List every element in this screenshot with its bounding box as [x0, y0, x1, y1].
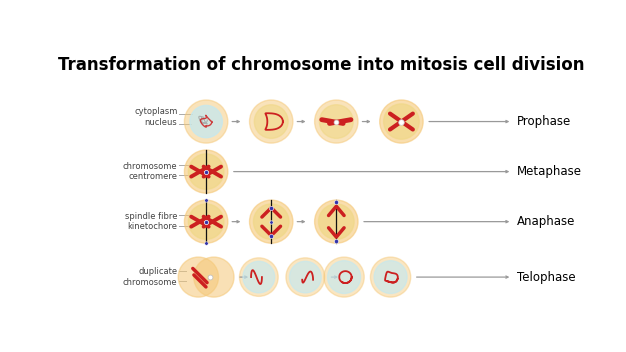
Ellipse shape	[188, 154, 224, 189]
Ellipse shape	[319, 204, 354, 239]
Ellipse shape	[185, 200, 228, 243]
Ellipse shape	[315, 200, 358, 243]
Text: Metaphase: Metaphase	[517, 165, 582, 178]
Ellipse shape	[250, 200, 293, 243]
Text: cytoplasm
nucleus: cytoplasm nucleus	[134, 107, 177, 127]
Text: Transformation of chromosome into mitosis cell division: Transformation of chromosome into mitosi…	[58, 56, 584, 74]
Ellipse shape	[254, 105, 288, 138]
Ellipse shape	[315, 100, 358, 143]
Ellipse shape	[380, 100, 423, 143]
Ellipse shape	[188, 204, 224, 239]
Ellipse shape	[289, 261, 321, 293]
Text: spindle fibre
kinetochore: spindle fibre kinetochore	[125, 212, 177, 231]
Ellipse shape	[374, 261, 407, 294]
Ellipse shape	[327, 261, 361, 294]
Ellipse shape	[193, 257, 234, 297]
Ellipse shape	[254, 204, 289, 239]
Text: Telophase: Telophase	[517, 271, 575, 284]
Text: Prophase: Prophase	[517, 115, 571, 128]
Ellipse shape	[250, 100, 293, 143]
Ellipse shape	[240, 258, 278, 296]
Ellipse shape	[286, 258, 325, 296]
Ellipse shape	[178, 257, 218, 297]
Ellipse shape	[371, 257, 411, 297]
Ellipse shape	[243, 261, 275, 293]
Text: Anaphase: Anaphase	[517, 215, 575, 228]
Ellipse shape	[185, 100, 228, 143]
Ellipse shape	[190, 105, 222, 138]
Text: chromosome
centromere: chromosome centromere	[123, 162, 177, 181]
Ellipse shape	[384, 104, 419, 139]
Text: duplicate
chromosome: duplicate chromosome	[123, 268, 177, 287]
Ellipse shape	[319, 105, 353, 138]
Ellipse shape	[185, 150, 228, 193]
Ellipse shape	[324, 257, 364, 297]
